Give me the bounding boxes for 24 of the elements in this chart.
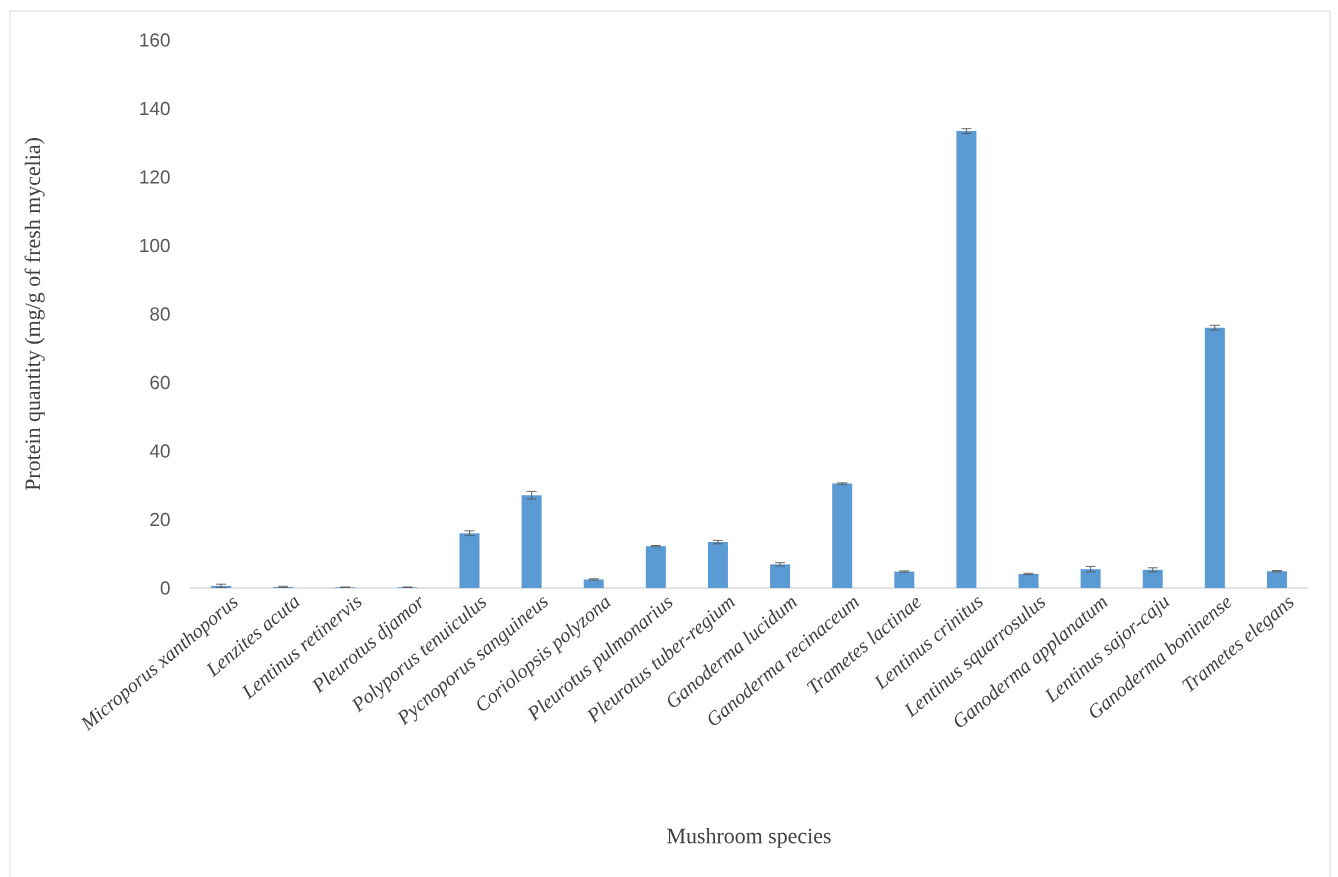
y-tick-label: 40	[149, 444, 170, 458]
y-tick-label: 20	[150, 512, 170, 527]
bar	[1266, 571, 1287, 588]
x-axis-title: Mushroom species	[667, 827, 831, 848]
y-tick-label: 100	[140, 238, 170, 253]
bar	[770, 564, 791, 588]
y-tick-label: 0	[160, 581, 170, 595]
bar	[1080, 569, 1101, 588]
bar	[645, 546, 666, 588]
bar	[1018, 573, 1039, 588]
bar	[894, 571, 915, 588]
y-tick-label: 60	[150, 375, 170, 390]
bar	[956, 131, 977, 588]
bar	[707, 542, 728, 588]
bar	[1204, 327, 1225, 588]
y-tick-label: 160	[140, 33, 170, 47]
y-tick-label: 80	[150, 307, 170, 321]
y-tick-label: 120	[140, 170, 170, 184]
bar	[1142, 569, 1163, 588]
y-axis-title: Protein quantity (mg/g of fresh mycelia)	[24, 138, 45, 491]
y-tick-label: 140	[140, 101, 170, 116]
bar	[521, 495, 542, 588]
bar	[459, 533, 480, 588]
bar	[832, 483, 853, 588]
